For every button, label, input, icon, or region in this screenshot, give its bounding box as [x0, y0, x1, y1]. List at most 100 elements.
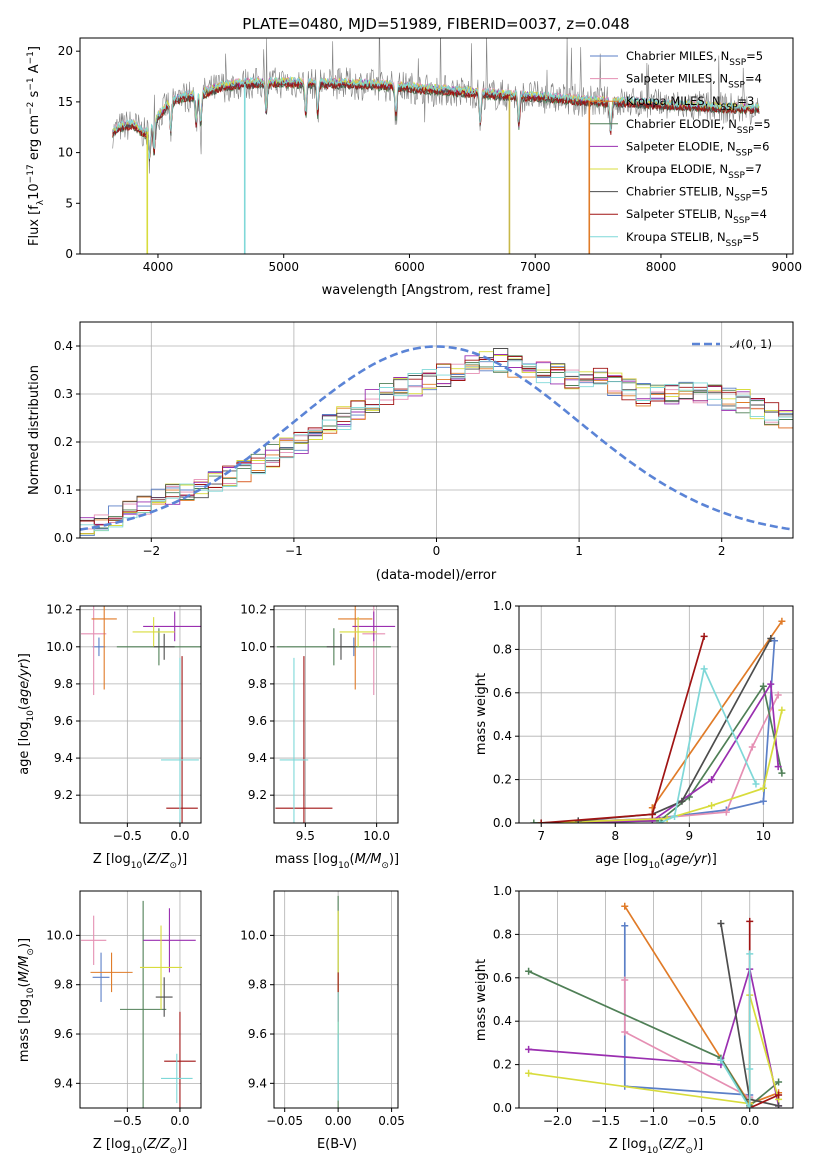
y-tick-label: 10.0 — [240, 928, 267, 942]
plot-area — [530, 617, 786, 823]
y-tick-label: 9.8 — [54, 677, 73, 691]
normal-curve — [80, 345, 793, 531]
label-part: A — [27, 64, 42, 77]
legend-label: 𝒩(0, 1) — [730, 337, 772, 351]
x-axis-label: mass [log10(M/M⊙)] — [275, 852, 399, 871]
x-axis-label: Z [log10(Z/Z⊙)] — [609, 1137, 703, 1156]
model-spectrum — [112, 75, 760, 159]
label-part: ( — [17, 705, 32, 710]
y-tick-label: 0.2 — [493, 1058, 512, 1072]
residual-histogram — [80, 348, 793, 538]
weight-marker — [708, 776, 716, 784]
weight-vs-Z-panel: −2.0 −1.5 −1.0 −0.5 0.0 0.0 0.2 0.4 0.6 0.8 1.0 mas… — [474, 884, 794, 1156]
weight-line — [528, 970, 780, 1108]
y-tick-label: 0.2 — [54, 435, 73, 449]
y-tick-label: 0.3 — [54, 387, 73, 401]
y-tick-label: 1.0 — [493, 599, 512, 613]
weight-marker — [708, 802, 716, 810]
weight-line — [623, 925, 750, 1096]
weight-marker — [778, 706, 786, 714]
label-part: Z/Z — [146, 1137, 170, 1152]
label-part: SSP — [726, 239, 743, 249]
x-tick-label: 7 — [537, 829, 545, 843]
weight-marker — [770, 637, 778, 645]
y-tick-label: 9.6 — [248, 1027, 267, 1041]
x-tick-label: −1.5 — [591, 1114, 620, 1128]
label-part: mass [log — [275, 852, 338, 867]
label-part: SSP — [721, 103, 738, 113]
label-part: SSP — [728, 81, 745, 91]
x-tick-label: 9000 — [771, 260, 802, 274]
axes-frame — [273, 890, 399, 1109]
weight-marker — [621, 902, 629, 910]
weight-marker — [775, 1078, 783, 1086]
y-tick-label: 1.0 — [493, 884, 512, 898]
label-part: =5 — [754, 117, 771, 131]
weight-vs-age-panel: 7 8 9 10 0.0 0.2 0.4 0.6 0.8 1.0 mass weight age [l… — [474, 599, 794, 871]
label-part: Chabrier STELIB, — [626, 185, 726, 199]
y-tick-label: 9.8 — [248, 677, 267, 691]
label-part: ⊙ — [169, 1146, 177, 1156]
y-tick-label: 0.2 — [493, 773, 512, 787]
x-tick-label: −2 — [142, 544, 160, 558]
weight-marker — [722, 808, 730, 816]
label-part: )] — [693, 1137, 703, 1152]
label-part: =5 — [751, 185, 768, 199]
label-part: )] — [17, 938, 32, 948]
residual-histogram — [80, 360, 793, 538]
y-tick-label: 0.0 — [493, 1101, 512, 1115]
weight-marker — [717, 920, 725, 928]
label-part: mass [log — [17, 999, 32, 1062]
mass-vs-ebv-panel: −0.05 0.00 0.05 9.4 9.6 9.8 10.0 E(B-V) — [240, 890, 405, 1152]
y-tick-label: 10.2 — [240, 603, 267, 617]
x-tick-label: 4000 — [143, 260, 174, 274]
x-tick-label: 6000 — [394, 260, 425, 274]
x-tick-label: 1 — [575, 544, 583, 558]
weight-marker — [621, 1028, 629, 1036]
label-part: Kroupa STELIB, — [626, 230, 717, 244]
label-part: ( — [142, 852, 147, 867]
label-part: SSP — [737, 126, 754, 136]
weight-marker — [775, 1102, 783, 1108]
weight-line — [651, 620, 783, 809]
label-part: SSP — [734, 194, 751, 204]
plot-area — [112, 38, 760, 254]
y-axis-label: age [log10(age/yr)] — [17, 653, 36, 775]
axes-frame — [79, 605, 202, 824]
weight-line — [528, 968, 780, 1106]
weight-marker — [700, 632, 708, 640]
y-tick-label: 0 — [65, 247, 73, 261]
label-part: N — [727, 139, 736, 153]
x-axis-label: E(B-V) — [317, 1137, 357, 1152]
label-part: ( — [350, 852, 355, 867]
y-tick-label: 10.0 — [240, 640, 267, 654]
legend-label: Chabrier STELIB, NSSP=5 — [626, 185, 768, 204]
y-tick-label: 9.4 — [248, 751, 267, 765]
y-tick-label: 9.6 — [248, 714, 267, 728]
legend-label: Kroupa STELIB, NSSP=5 — [626, 230, 759, 249]
legend-label: Salpeter ELODIE, NSSP=6 — [626, 139, 769, 158]
label-part: ⊙ — [26, 948, 36, 956]
y-tick-label: 9.4 — [248, 1076, 267, 1090]
plot-area — [275, 606, 396, 823]
residuals-panel: −2 −1 0 1 2 0.0 0.1 0.2 0.3 0.4 (data-model)/error… — [27, 321, 794, 583]
weight-marker — [752, 780, 760, 788]
weight-marker — [525, 1069, 533, 1077]
x-tick-label: 8000 — [646, 260, 677, 274]
y-axis-label: Normed distribution — [27, 365, 42, 495]
x-tick-label: 0 — [433, 544, 441, 558]
weight-marker — [759, 784, 767, 792]
y-tick-label: 20 — [58, 44, 73, 58]
label-part: 10 — [131, 861, 143, 871]
label-part: )] — [177, 1137, 187, 1152]
age-vs-mass-panel: 9.5 10.0 9.2 9.4 9.6 9.8 10.0 10.2 mass [log10(M… — [240, 603, 399, 871]
label-part: N — [712, 94, 721, 108]
y-tick-label: 15 — [58, 95, 73, 109]
plot-area — [525, 902, 783, 1108]
weight-marker — [774, 763, 782, 771]
y-tick-label: 9.4 — [54, 751, 73, 765]
label-part: ⊙ — [169, 861, 177, 871]
label-part: ] — [27, 46, 42, 51]
label-part: −1 — [26, 51, 36, 64]
